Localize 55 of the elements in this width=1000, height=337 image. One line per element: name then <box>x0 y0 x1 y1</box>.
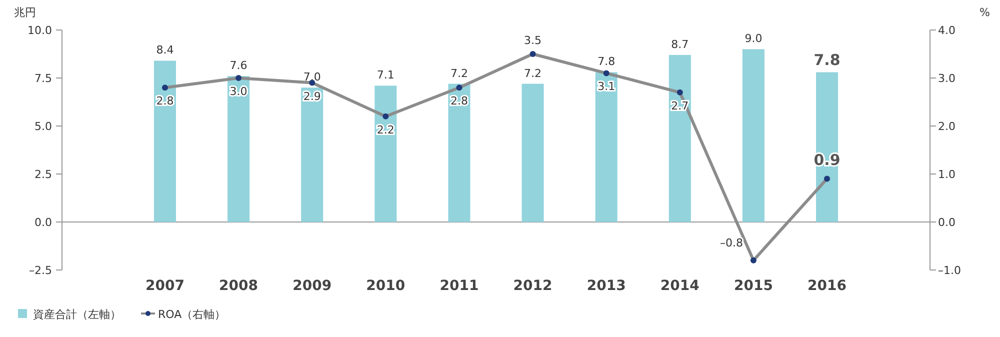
data-label: 2.7 <box>671 99 689 112</box>
y-tick-label: 0.0 <box>34 216 52 229</box>
bar <box>448 84 470 222</box>
y2-tick-label: 3.0 <box>938 72 956 85</box>
bar <box>228 76 250 222</box>
data-label: 8.7 <box>671 38 689 51</box>
y2-tick-label: –1.0 <box>938 264 961 277</box>
bar <box>595 72 618 222</box>
bar <box>522 84 544 222</box>
y2-axis-title: % <box>980 6 990 19</box>
data-label: 7.2 <box>450 66 468 80</box>
data-label: 3.0 <box>230 85 248 98</box>
y-axis-title: 兆円 <box>14 6 36 19</box>
x-tick-label: 2010 <box>366 278 406 294</box>
data-label: 3.1 <box>598 80 616 94</box>
x-tick-label: 2009 <box>292 278 332 294</box>
data-label: 7.8 <box>814 51 840 70</box>
y-tick-label: 2.5 <box>34 168 52 181</box>
legend-label: 資産合計（左軸） <box>33 308 121 321</box>
y2-tick-label: 2.0 <box>938 120 956 133</box>
data-label: 9.0 <box>744 32 762 46</box>
data-label: –0.8 <box>720 236 743 250</box>
y-tick-label: –2.5 <box>29 264 52 277</box>
x-tick-label: 2008 <box>219 278 258 294</box>
y2-tick-label: 0.0 <box>938 216 956 229</box>
data-label: 2.2 <box>376 123 394 136</box>
data-label: 3.5 <box>524 34 542 47</box>
data-label: 2.8 <box>450 94 468 108</box>
bar <box>816 72 838 222</box>
x-tick-label: 2013 <box>586 278 626 294</box>
bar <box>742 49 764 222</box>
y2-tick-label: 4.0 <box>938 24 956 37</box>
y-tick-label: 5.0 <box>34 120 52 133</box>
data-label: 7.0 <box>303 70 321 84</box>
x-tick-label: 2012 <box>513 278 552 294</box>
bar <box>154 60 176 222</box>
bar <box>668 54 691 222</box>
x-tick-label: 2007 <box>146 278 184 294</box>
data-label: 8.4 <box>156 44 174 57</box>
data-label: 7.6 <box>230 59 248 72</box>
data-label: 7.8 <box>598 55 616 68</box>
bar <box>301 88 324 222</box>
x-tick-label: 2016 <box>808 278 846 294</box>
bar <box>374 86 397 222</box>
x-tick-label: 2011 <box>440 278 479 294</box>
data-label: 7.2 <box>524 66 542 80</box>
data-label: 2.9 <box>303 90 321 103</box>
y2-tick-label: 1.0 <box>938 168 956 181</box>
x-tick-label: 2014 <box>660 278 700 294</box>
y-tick-label: 7.5 <box>34 72 52 85</box>
x-tick-label: 2015 <box>734 278 773 294</box>
y-tick-label: 10.0 <box>28 24 52 37</box>
legend-label: ROA（右軸） <box>158 308 226 321</box>
data-label: 2.8 <box>156 94 174 108</box>
data-label: 7.1 <box>376 68 394 82</box>
